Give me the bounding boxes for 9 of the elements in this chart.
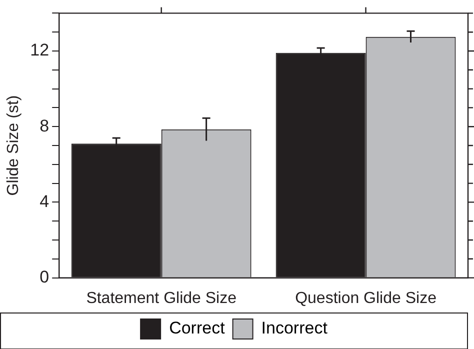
y-tick-label: 0 bbox=[40, 267, 50, 286]
y-tick-label: 12 bbox=[30, 40, 50, 60]
legend-label: Correct bbox=[169, 318, 226, 338]
x-tick-label: Question Glide Size bbox=[295, 290, 437, 307]
y-tick-label: 8 bbox=[40, 116, 50, 136]
x-tick-label: Statement Glide Size bbox=[86, 290, 237, 307]
legend-label: Incorrect bbox=[261, 318, 328, 338]
y-axis-title: Glide Size (st) bbox=[5, 95, 22, 196]
y-tick-label: 4 bbox=[40, 192, 50, 211]
